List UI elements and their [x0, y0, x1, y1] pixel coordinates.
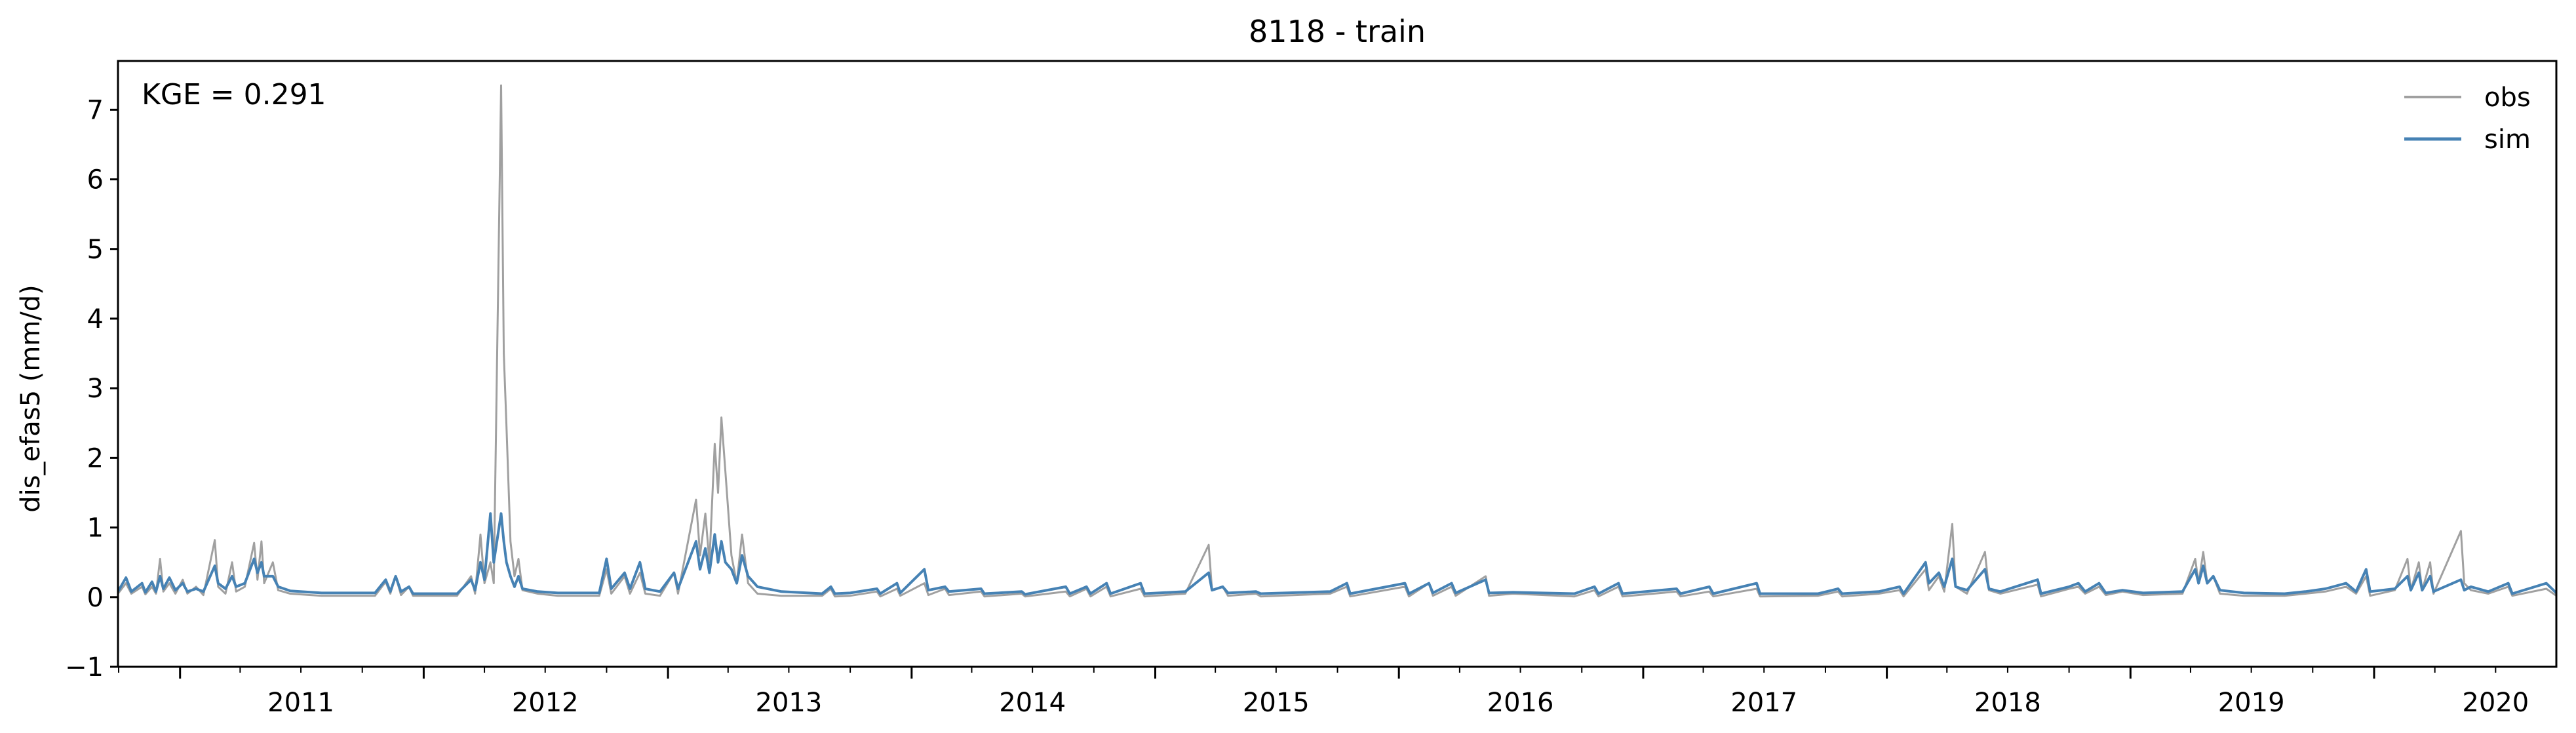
- y-tick-label: 6: [87, 165, 104, 195]
- y-axis-label: dis_efas5 (mm/d): [16, 285, 46, 513]
- x-tick-label: 2017: [1730, 688, 1797, 718]
- x-tick-label: 2020: [2462, 688, 2529, 718]
- x-tick-label: 2011: [267, 688, 334, 718]
- x-tick-label: 2012: [512, 688, 579, 718]
- y-tick-label: −1: [65, 652, 104, 683]
- kge-annotation: KGE = 0.291: [142, 78, 326, 111]
- series-line-sim: [117, 512, 2558, 596]
- x-tick-label: 2018: [1974, 688, 2041, 718]
- x-tick-label: 2013: [756, 688, 823, 718]
- y-tick-label: 1: [87, 513, 104, 544]
- y-tick-label: 5: [87, 235, 104, 265]
- y-tick-label: 4: [87, 304, 104, 334]
- y-tick-label: 0: [87, 583, 104, 613]
- y-tick-label: 2: [87, 443, 104, 473]
- chart-title: 8118 - train: [1249, 14, 1426, 49]
- x-tick-label: 2014: [999, 688, 1066, 718]
- x-tick-label: 2015: [1243, 688, 1310, 718]
- x-tick-label: 2016: [1487, 688, 1554, 718]
- y-tick-label: 3: [87, 374, 104, 404]
- legend-label-sim: sim: [2484, 125, 2531, 155]
- plot-area: [117, 84, 2558, 598]
- legend: obs sim: [2404, 83, 2531, 155]
- x-tick-label: 2019: [2218, 688, 2285, 718]
- legend-label-obs: obs: [2484, 83, 2531, 113]
- y-tick-label: 7: [87, 95, 104, 125]
